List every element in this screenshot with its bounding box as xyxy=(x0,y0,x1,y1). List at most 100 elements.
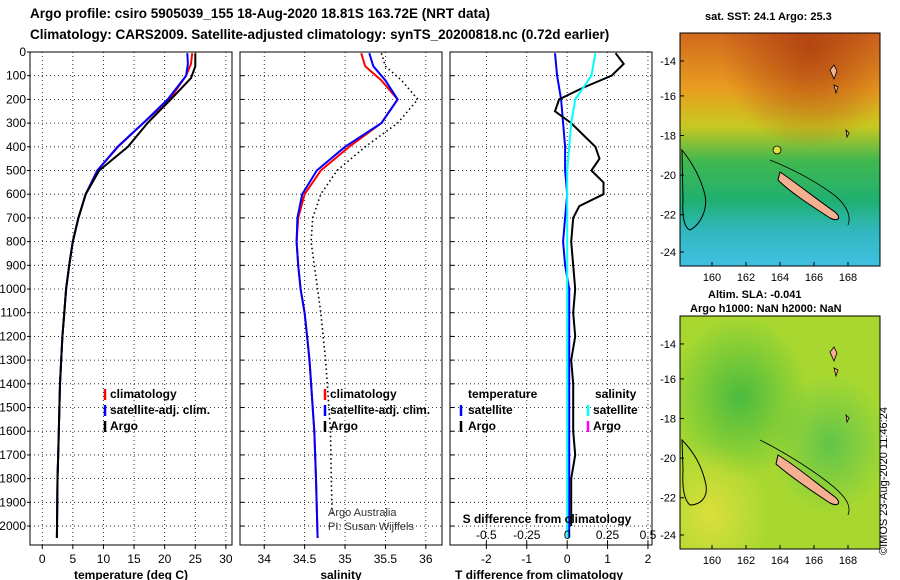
x-axis-label: salinity xyxy=(320,568,362,580)
series-group xyxy=(55,53,197,538)
y-tick-label: 2000 xyxy=(0,519,26,533)
map-x-tick-label: 168 xyxy=(839,555,857,567)
x-tick-label: 34.5 xyxy=(293,552,317,566)
legend-label: Argo xyxy=(593,419,621,433)
x-tick-label: 25 xyxy=(189,552,203,566)
y-tick-label: 900 xyxy=(6,258,26,272)
map-y-tick-label: -18 xyxy=(660,414,676,426)
legend-title-temperature: temperature xyxy=(468,387,538,401)
x-tick-label: -2 xyxy=(481,552,492,566)
x-tick-label: 2 xyxy=(645,552,652,566)
map-x-tick-label: 166 xyxy=(805,555,823,567)
map-x-tick-label: 168 xyxy=(839,272,857,284)
new-caledonia-island xyxy=(777,171,840,221)
legend-label: climatology xyxy=(110,387,177,401)
series-group xyxy=(553,52,626,538)
legend-label: satellite-adj. clim. xyxy=(110,403,210,417)
map-x-tick-label: 160 xyxy=(703,555,721,567)
legend-label: satellite-adj. clim. xyxy=(330,403,430,417)
salinity-panel: 34 34.5 35 35.5 36 salinity climatology satelli… xyxy=(239,51,443,580)
map-x-tick-label: 162 xyxy=(737,272,755,284)
map-x-tick-label: 162 xyxy=(737,555,755,567)
y-tick-label: 400 xyxy=(6,140,26,154)
s-tick-label: 0.25 xyxy=(596,528,620,542)
series-line-s-satellite xyxy=(566,53,597,538)
x-axis-label: temperature (deg C) xyxy=(74,568,188,580)
y-tick-label: 700 xyxy=(6,211,26,225)
plot-frame xyxy=(239,51,443,546)
map-y-tick-label: -14 xyxy=(660,339,676,351)
y-tick-label: 800 xyxy=(6,235,26,249)
sst-map: 160 162 164 166 168 -14 -16 -18 -20 -22 -24 xyxy=(660,32,881,284)
map-y-tick-label: -14 xyxy=(660,56,676,68)
map-y-tick-label: -16 xyxy=(660,374,676,386)
map-y-tick-label: -20 xyxy=(660,453,676,465)
x-axis-label-top: S difference from climatology xyxy=(463,512,632,526)
y-tick-label: 100 xyxy=(6,69,26,83)
x-tick-label: 15 xyxy=(127,552,141,566)
difference-panel: -2 -1 0 1 2 T difference from climatology temp… xyxy=(449,51,657,580)
x-tick-label: -1 xyxy=(521,552,532,566)
plot-frame xyxy=(29,51,233,546)
series-line-satellite-adj-clim- xyxy=(295,52,399,538)
legend-label: Argo xyxy=(330,419,358,433)
x-tick-label: 35.5 xyxy=(374,552,398,566)
s-tick-label: -0.25 xyxy=(513,528,541,542)
figure-title-line1: Argo profile: csiro 5905039_155 18-Aug-2… xyxy=(30,6,490,21)
y-tick-label: 500 xyxy=(6,164,26,178)
y-tick-label: 1000 xyxy=(0,282,26,296)
y-tick-label: 1500 xyxy=(0,401,26,415)
sst-map-title: sat. SST: 24.1 Argo: 25.3 xyxy=(705,11,832,23)
x-tick-label: 35 xyxy=(338,552,352,566)
x-tick-label: 0 xyxy=(39,552,46,566)
x-tick-label: 30 xyxy=(219,552,233,566)
x-axis-label: T difference from climatology xyxy=(455,568,623,580)
sla-map-title-line1: Altim. SLA: -0.041 xyxy=(708,289,802,301)
series-line-argo xyxy=(310,52,419,515)
legend-title-salinity: salinity xyxy=(595,387,637,401)
x-tick-label: 34 xyxy=(258,552,272,566)
s-tick-label: 0.5 xyxy=(640,528,657,542)
series-line-argo xyxy=(55,53,197,538)
map-x-tick-label: 160 xyxy=(703,272,721,284)
vanuatu-islands xyxy=(829,64,850,139)
sla-contour xyxy=(759,439,850,516)
y-tick-label: 1900 xyxy=(0,495,26,509)
sla-map-title-line2: Argo h1000: NaN h2000: NaN xyxy=(690,303,842,315)
figure-title-line2: Climatology: CARS2009. Satellite-adjuste… xyxy=(30,27,610,42)
map-y-tick-label: -22 xyxy=(660,493,676,505)
x-tick-label: 36 xyxy=(419,552,433,566)
plot-background xyxy=(450,52,652,545)
sst-map-axes: 160 162 164 166 168 -14 -16 -18 -20 -22 -24 xyxy=(660,56,857,284)
y-tick-label: 1700 xyxy=(0,448,26,462)
sst-coastline-west xyxy=(681,148,707,231)
y-tick-label: 1100 xyxy=(0,306,26,320)
legend-label: climatology xyxy=(330,387,397,401)
plot-background xyxy=(240,52,442,545)
map-y-tick-label: -20 xyxy=(660,170,676,182)
y-tick-label: 1300 xyxy=(0,353,26,367)
x-tick-label: 0 xyxy=(564,552,571,566)
y-tick-label: 0 xyxy=(19,45,26,59)
map-y-tick-label: -18 xyxy=(660,131,676,143)
plot-background xyxy=(30,52,232,545)
y-tick-label: 600 xyxy=(6,187,26,201)
sla-map-axes: 160 162 164 166 168 -14 -16 -18 -20 -22 -24 xyxy=(660,339,857,567)
s-tick-label: -0.5 xyxy=(476,528,497,542)
sst-argo-location xyxy=(772,145,782,155)
temperature-panel: 0100200300400500600700800900100011001200… xyxy=(0,45,233,580)
y-tick-label: 1800 xyxy=(0,472,26,486)
map-x-tick-label: 164 xyxy=(771,555,789,567)
y-tick-label: 1200 xyxy=(0,329,26,343)
y-tick-label: 200 xyxy=(6,92,26,106)
y-tick-label: 300 xyxy=(6,116,26,130)
map-y-tick-label: -22 xyxy=(660,210,676,222)
series-line-t-argo xyxy=(553,52,626,526)
series-line-t-satellite xyxy=(554,53,571,538)
y-tick-label: 1600 xyxy=(0,424,26,438)
legend-label: satellite xyxy=(593,403,638,417)
series-group xyxy=(295,52,419,538)
x-tick-label: 20 xyxy=(158,552,172,566)
s-tick-label: 0 xyxy=(564,528,571,542)
map-y-tick-label: -24 xyxy=(660,530,676,542)
